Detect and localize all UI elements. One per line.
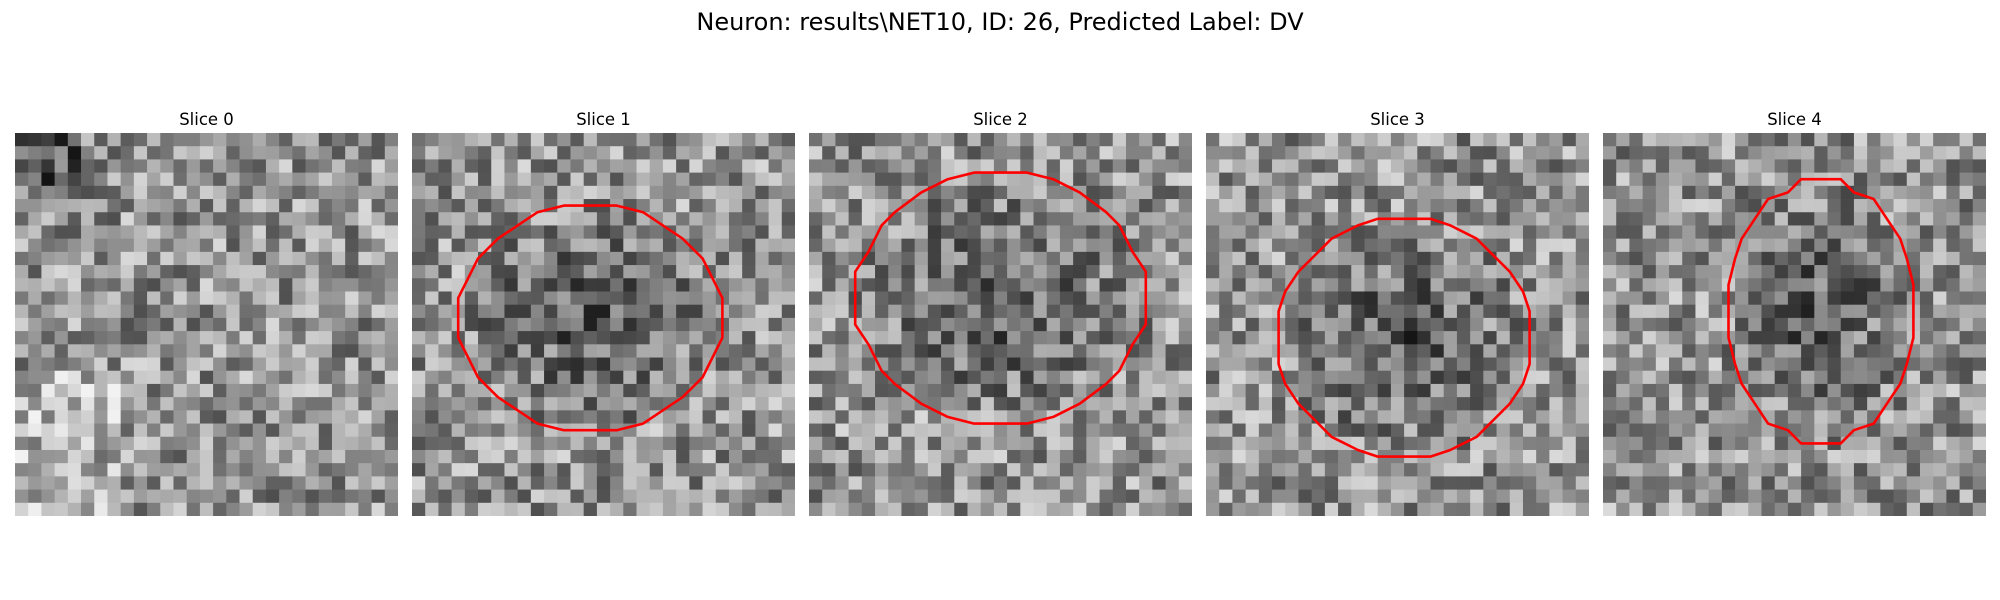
slice-title: Slice 0	[179, 110, 234, 129]
slice-image	[809, 133, 1192, 516]
pixel-grid	[15, 133, 398, 516]
pixel-grid	[809, 133, 1192, 516]
figure-title: Neuron: results\NET10, ID: 26, Predicted…	[696, 8, 1304, 36]
roi-contour	[853, 171, 1148, 425]
roi-contour	[456, 204, 724, 432]
roi-contour	[1277, 217, 1531, 458]
slice-panel-4: Slice 4	[1603, 110, 1986, 520]
slice-image	[1603, 133, 1986, 516]
slice-panel-3: Slice 3	[1206, 110, 1589, 520]
slice-title: Slice 1	[576, 110, 631, 129]
slice-title: Slice 4	[1767, 110, 1822, 129]
pixel-grid	[1206, 133, 1589, 516]
roi-contour	[1727, 177, 1915, 445]
slice-panel-2: Slice 2	[809, 110, 1192, 520]
slice-image	[1206, 133, 1589, 516]
slice-title: Slice 2	[973, 110, 1028, 129]
slice-image	[15, 133, 398, 516]
slice-panel-1: Slice 1	[412, 110, 795, 520]
slice-title: Slice 3	[1370, 110, 1425, 129]
pixel-grid	[1603, 133, 1986, 516]
slice-image	[412, 133, 795, 516]
pixel-grid	[412, 133, 795, 516]
slice-panel-0: Slice 0	[15, 110, 398, 520]
